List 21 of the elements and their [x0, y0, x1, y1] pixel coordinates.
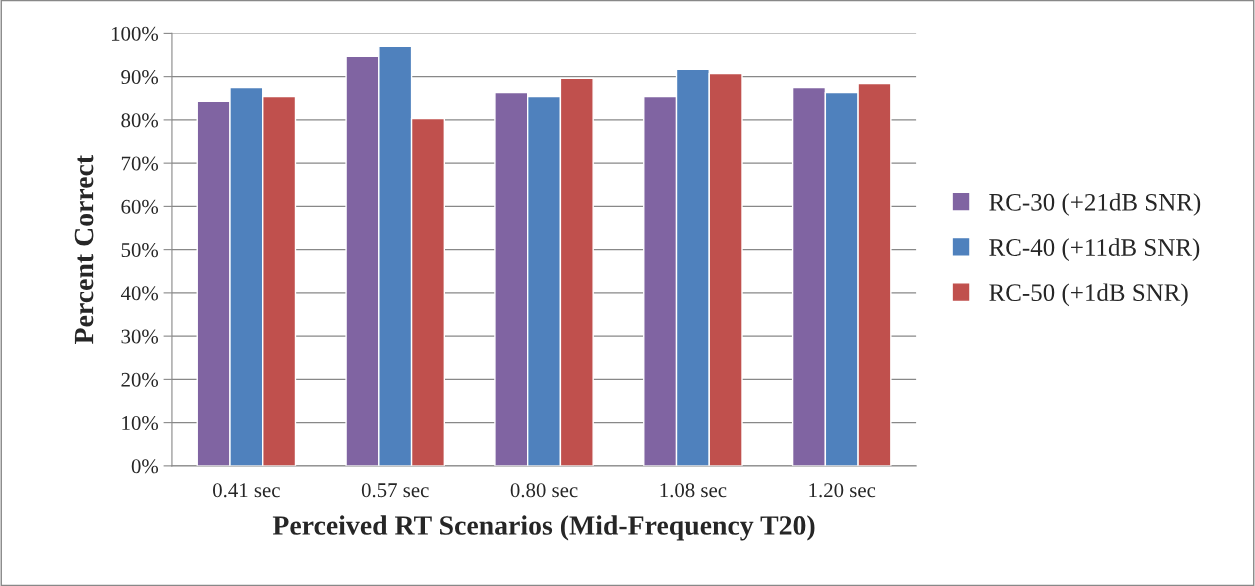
y-tick-label: 40%: [120, 286, 159, 301]
y-tick-label: 10%: [122, 416, 159, 431]
x-tick-label: 1.08 sec: [660, 483, 727, 498]
legend-label: RC-50 (+1dB SNR): [989, 283, 1188, 307]
x-axis-title: Perceived RT Scenarios (Mid-Frequency T20): [272, 515, 815, 541]
x-tick-label: 0.41 sec: [213, 483, 280, 498]
y-tick-label: 0%: [131, 459, 159, 474]
legend-label: RC-40 (+11dB SNR): [989, 238, 1200, 261]
y-tick-label: 60%: [121, 199, 159, 214]
x-tick-label: 0.57 sec: [361, 483, 429, 498]
x-tick-label: 0.80 sec: [510, 483, 578, 498]
y-tick-label: 30%: [121, 329, 159, 344]
y-tick-label: 20%: [121, 372, 159, 387]
legend-label: RC-30 (+21dB SNR): [989, 193, 1201, 216]
x-tick-label: 1.20 sec: [809, 483, 876, 498]
y-tick-label: 80%: [121, 113, 159, 128]
y-tick-label: 100%: [111, 26, 159, 41]
y-tick-label: 50%: [121, 243, 159, 258]
y-tick-label: 70%: [121, 156, 159, 171]
y-tick-label: 90%: [121, 70, 159, 85]
y-axis-title: Percent Correct: [74, 155, 94, 344]
